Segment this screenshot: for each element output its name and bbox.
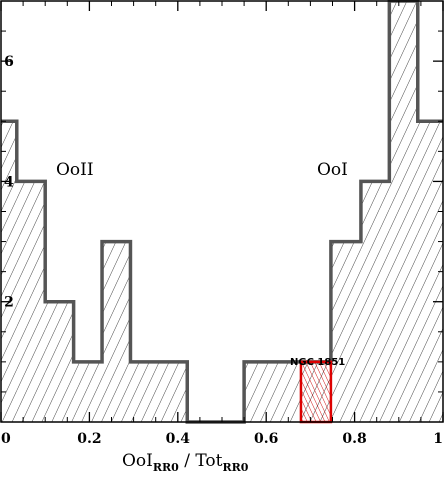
x-tick-label: 1 xyxy=(433,431,443,447)
y-tick-label: 6 xyxy=(4,54,14,70)
x-tick-label: 0 xyxy=(1,431,11,447)
highlight-bar xyxy=(299,360,333,424)
histogram-bar xyxy=(389,1,418,422)
histogram-bar xyxy=(45,301,74,422)
x-tick-label: 0.6 xyxy=(254,431,278,447)
x-tick-label: 0.2 xyxy=(77,431,101,447)
histogram-bar xyxy=(102,241,131,422)
histogram-main-series xyxy=(1,0,443,424)
annotation-ngc1851: NGC 1851 xyxy=(290,357,345,368)
x-tick-label: 0.4 xyxy=(166,431,191,447)
histogram-series xyxy=(1,0,443,424)
annotation-ooi: OoI xyxy=(317,160,348,180)
histogram-bar xyxy=(330,241,361,422)
highlight-series xyxy=(299,360,333,424)
y-tick-label: 2 xyxy=(4,295,14,311)
histogram-bar xyxy=(130,361,188,422)
y-tick-label: 4 xyxy=(4,174,14,190)
annotation-ooii: OoII xyxy=(56,160,94,180)
histogram-bar xyxy=(73,361,103,422)
histogram-bar xyxy=(16,181,46,422)
histogram-bar xyxy=(360,181,390,422)
x-tick-label: 0.8 xyxy=(342,431,366,447)
histogram-bar xyxy=(1,121,17,423)
axis-ticks: 0 0.2 0.4 0.6 0.8 1 2 4 6 xyxy=(0,1,444,447)
histogram-bar xyxy=(244,361,301,422)
x-axis-label: OoIRR0 / TotRR0 xyxy=(122,451,249,474)
